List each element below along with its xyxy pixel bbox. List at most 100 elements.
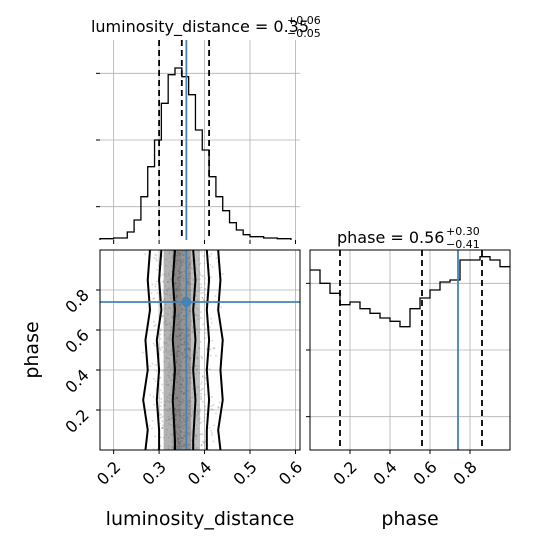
scatter-point <box>201 376 204 378</box>
scatter-point <box>154 285 157 288</box>
scatter-point <box>200 286 203 288</box>
scatter-point <box>161 426 164 429</box>
scatter-point <box>199 274 202 277</box>
top-hist-bin-14 <box>209 177 216 240</box>
scatter-point <box>156 292 159 295</box>
scatter-point <box>209 263 212 266</box>
scatter-point <box>213 424 215 427</box>
scatter-point <box>153 344 156 347</box>
luminosity-distance-title-sub: −0.05 <box>287 27 321 40</box>
phase-hist-bin-13 <box>440 282 450 450</box>
scatter-point <box>204 293 207 296</box>
scatter-point <box>161 391 164 394</box>
scatter-point <box>204 337 207 340</box>
joint-density-frame <box>99 249 301 451</box>
phase-hist-bin-7 <box>380 318 390 450</box>
top-hist-bin-8 <box>168 75 175 240</box>
scatter-point <box>200 398 202 401</box>
joint-x-tick-label-1: 0.3 <box>138 457 169 488</box>
joint-y-tick-label-1: 0.4 <box>61 365 92 396</box>
scatter-point <box>211 339 214 342</box>
joint-density-x-ticks: 0.2 0.3 0.4 0.5 0.6 <box>93 450 306 489</box>
scatter-point <box>200 444 203 446</box>
scatter-point <box>144 252 147 255</box>
top-hist-bin-15 <box>216 197 223 240</box>
scatter-point <box>200 421 202 424</box>
phase-hist-bin-8 <box>390 321 400 450</box>
scatter-point <box>152 396 155 398</box>
joint-x-tick-label-3: 0.5 <box>229 457 260 488</box>
scatter-point <box>201 400 204 403</box>
scatter-point <box>158 414 161 416</box>
scatter-point <box>220 306 223 308</box>
scatter-point <box>200 355 203 358</box>
scatter-point <box>152 377 155 380</box>
scatter-point <box>154 380 157 382</box>
scatter-point <box>208 427 211 429</box>
scatter-point <box>161 427 163 430</box>
scatter-point <box>210 429 213 432</box>
scatter-point <box>211 431 214 434</box>
scatter-point <box>214 295 217 297</box>
scatter-point <box>154 324 157 327</box>
scatter-point <box>211 408 214 411</box>
phase-hist-bin-2 <box>330 293 340 450</box>
scatter-point <box>200 388 203 391</box>
scatter-point <box>209 348 212 351</box>
phase-histogram-panel: phase = 0.56 +0.30 −0.41 0.2 0.4 0.6 0.8 ph… <box>306 225 511 530</box>
joint-y-tick-label-0: 0.2 <box>61 405 92 436</box>
scatter-point <box>159 333 162 336</box>
scatter-point <box>141 351 144 354</box>
scatter-point <box>199 395 202 398</box>
scatter-point <box>210 396 213 398</box>
scatter-point <box>204 413 207 416</box>
phase-hist-bin-3 <box>340 305 350 450</box>
scatter-point <box>210 322 213 324</box>
scatter-point <box>202 387 204 390</box>
scatter-point <box>155 260 158 262</box>
top-hist-bin-7 <box>161 103 168 240</box>
top-hist-bin-2 <box>127 232 134 240</box>
scatter-point <box>203 420 206 423</box>
luminosity-distance-title: luminosity_distance = 0.35 <box>91 17 309 37</box>
scatter-point <box>204 409 207 412</box>
scatter-point <box>161 427 164 430</box>
scatter-point <box>159 405 162 408</box>
joint-density-y-ticks: 0.2 0.4 0.6 0.8 <box>61 285 100 437</box>
contour-inner-left <box>171 249 177 450</box>
x-axis-label-phase: phase <box>381 508 438 530</box>
scatter-point <box>202 440 204 443</box>
phase-title-sub: −0.41 <box>446 238 480 251</box>
luminosity-distance-quantile-lines <box>158 40 210 240</box>
scatter-point <box>153 256 155 259</box>
scatter-point <box>153 325 156 327</box>
scatter-point <box>215 354 217 357</box>
scatter-point <box>159 337 162 340</box>
scatter-point <box>204 328 207 331</box>
luminosity-distance-title-main: luminosity_distance = 0.35 <box>91 17 309 37</box>
top-hist-bin-5 <box>148 167 155 240</box>
scatter-point <box>203 262 206 265</box>
phase-hist-bin-0 <box>310 270 320 450</box>
scatter-point <box>210 408 212 411</box>
scatter-point <box>160 413 162 416</box>
phase-title-main: phase = 0.56 <box>337 228 444 247</box>
phase-hist-x-tick-label-2: 0.6 <box>409 457 440 488</box>
scatter-point <box>210 276 213 279</box>
scatter-point <box>162 315 164 318</box>
phase-hist-x-tick-label-0: 0.2 <box>329 457 360 488</box>
scatter-point <box>213 347 216 350</box>
scatter-point <box>204 277 207 280</box>
top-hist-bin-18 <box>236 230 243 240</box>
scatter-point <box>203 255 205 257</box>
contour-inner-right <box>192 249 197 450</box>
scatter-point <box>200 383 202 385</box>
scatter-point <box>211 266 214 268</box>
scatter-point <box>160 401 163 404</box>
joint-x-tick-label-0: 0.2 <box>93 457 124 488</box>
scatter-point <box>217 406 220 408</box>
top-hist-bin-12 <box>195 130 202 240</box>
scatter-point <box>200 292 202 295</box>
scatter-point <box>204 383 207 385</box>
